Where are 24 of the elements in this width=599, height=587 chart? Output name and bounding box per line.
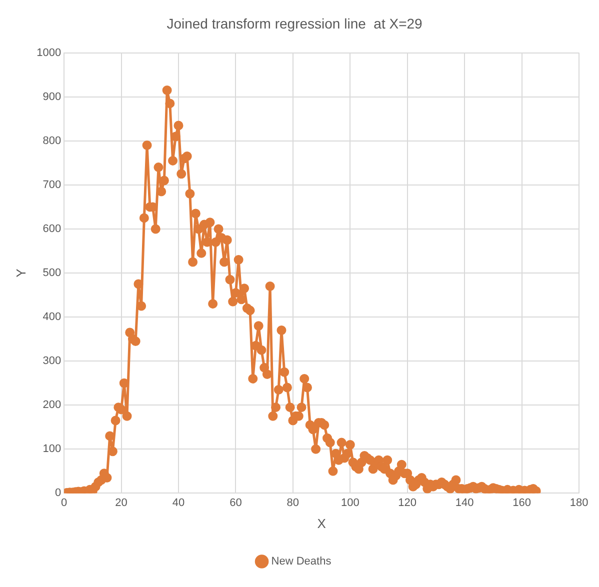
- y-tick-label: 900: [42, 90, 62, 103]
- x-tick-label: 120: [398, 496, 417, 509]
- y-tick-label: 300: [42, 355, 62, 368]
- y-tick-label: 700: [42, 178, 62, 191]
- x-tick-label: 180: [570, 496, 588, 509]
- y-tick-label: 400: [42, 311, 62, 324]
- y-tick-label: 500: [42, 267, 62, 280]
- y-tick-label: 600: [42, 222, 62, 235]
- y-tick-label: 800: [42, 134, 62, 147]
- y-axis-title: Y: [13, 268, 28, 278]
- y-tick-label: 0: [54, 487, 62, 500]
- y-tick-label: 1000: [36, 46, 62, 59]
- x-tick-label: 160: [512, 496, 531, 509]
- x-tick-label: 140: [455, 496, 474, 509]
- x-tick-label: 20: [115, 496, 128, 509]
- chart-title: Joined transform regression line at X=29: [166, 15, 423, 32]
- x-tick-label: 80: [286, 496, 300, 509]
- legend-label: New Deaths: [271, 556, 332, 568]
- x-tick-label: 60: [230, 496, 242, 509]
- y-tick-label: 100: [42, 443, 62, 456]
- x-tick-label: 100: [340, 496, 360, 509]
- x-tick-label: 40: [172, 496, 185, 509]
- y-tick-label: 200: [42, 399, 62, 412]
- x-axis-title: X: [317, 516, 326, 531]
